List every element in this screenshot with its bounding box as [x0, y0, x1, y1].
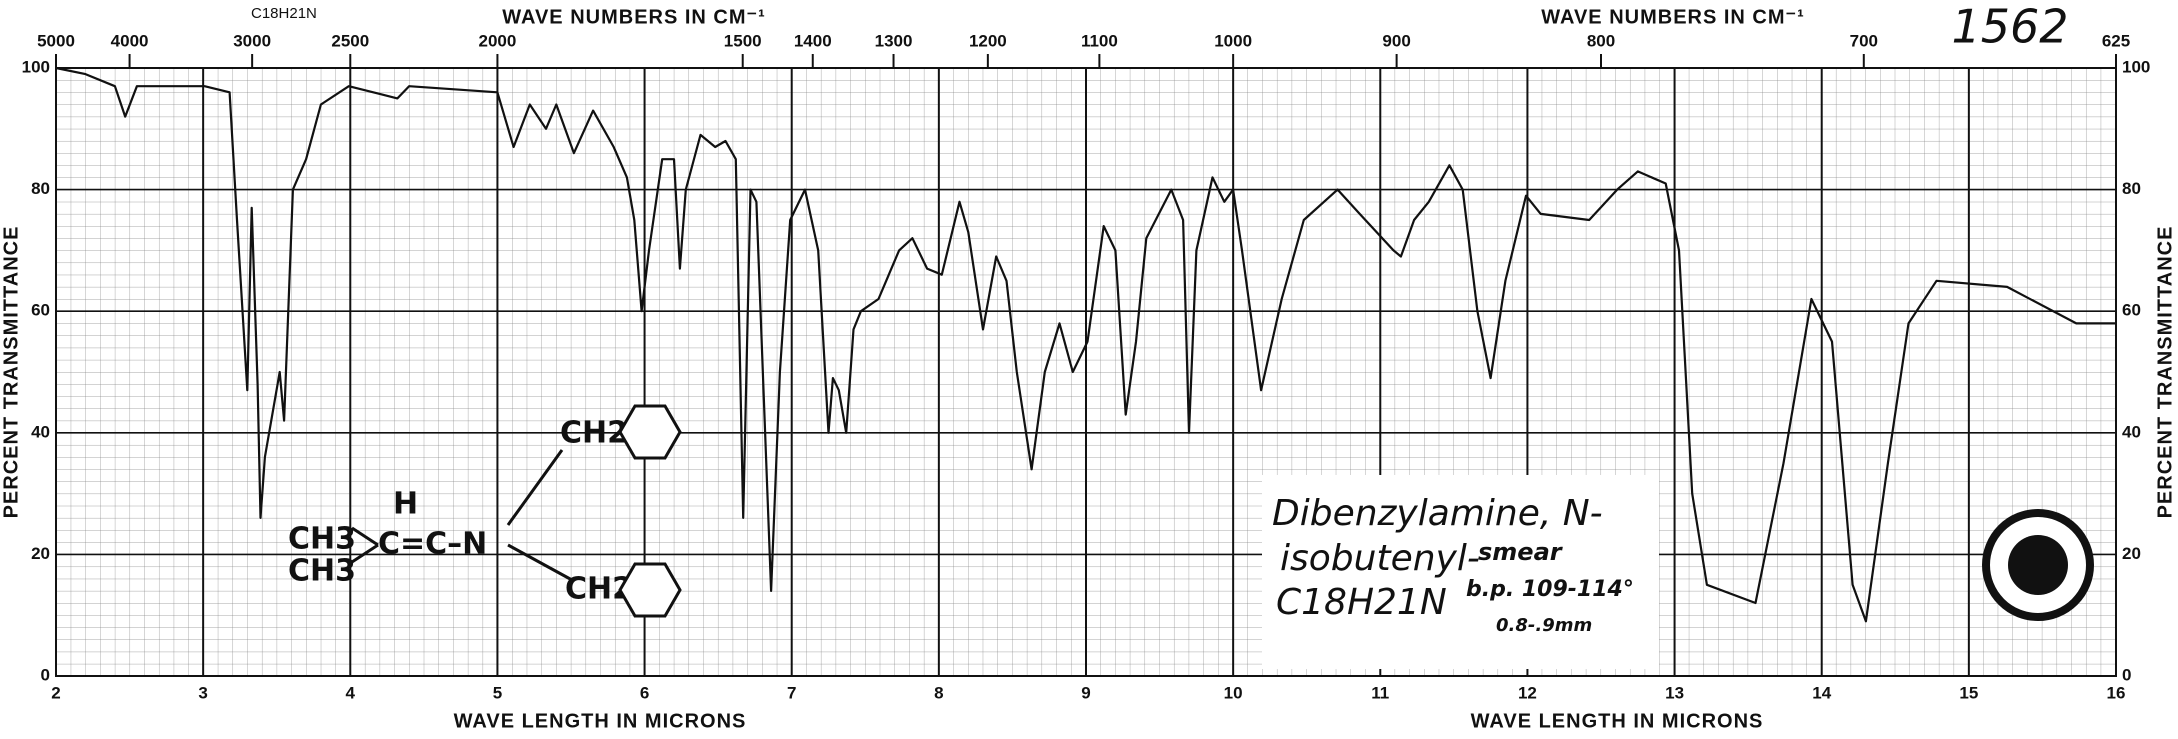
- formula-top: C18H21N: [251, 5, 317, 22]
- x2-tick-label: 4000: [111, 31, 149, 50]
- y-tick-label: 60: [2122, 301, 2141, 320]
- boiling-point: b.p. 109-114°: [1466, 577, 1634, 602]
- plot-frame: [55, 67, 2117, 677]
- logo: [2008, 535, 2068, 595]
- x-tick-label: 12: [1518, 683, 1537, 702]
- structure-label: C=C–N: [378, 527, 487, 562]
- x-tick-label: 3: [198, 683, 207, 702]
- y-tick-label: 100: [2122, 57, 2150, 76]
- y-tick-label: 100: [22, 57, 50, 76]
- y-tick-label: 80: [2122, 179, 2141, 198]
- x-tick-label: 2: [51, 683, 60, 702]
- x-title: WAVE LENGTH IN MICRONS: [454, 710, 747, 732]
- marks: [55, 66, 2116, 623]
- y-tick-label: 0: [41, 665, 50, 684]
- x2-tick-label: 1000: [1214, 31, 1252, 50]
- x2-tick-label: 1100: [1081, 31, 1118, 50]
- y-tick-label: 40: [2122, 422, 2141, 441]
- x-tick-label: 11: [1371, 683, 1389, 702]
- structure: CH3 CH3 H C=C–N CH2 CH2: [288, 404, 682, 618]
- x2-tick-label: 625: [2102, 31, 2130, 50]
- x2-tick-label: 800: [1587, 31, 1615, 50]
- x2-tick-label: 900: [1382, 31, 1410, 50]
- x2-tick-label: 3000: [233, 31, 271, 50]
- x-tick-label: 16: [2107, 683, 2126, 702]
- benzene-ring: [618, 404, 682, 460]
- x2-tick-label: 1500: [724, 31, 762, 50]
- label-card: [1262, 475, 1659, 669]
- spectrum-line: [55, 66, 2116, 623]
- y-tick-label: 20: [31, 544, 50, 563]
- x2-tick-label: 5000: [37, 31, 75, 50]
- x-top-title: WAVE NUMBERS IN CM⁻¹: [502, 6, 766, 28]
- structure-label: CH2: [560, 416, 628, 451]
- structure-label: H: [393, 487, 418, 522]
- pressure: 0.8-.9mm: [1496, 615, 1592, 636]
- structure-label: CH3: [288, 554, 356, 589]
- compound-formula: C18H21N: [1276, 582, 1447, 623]
- x-tick-label: 4: [346, 683, 356, 702]
- x-tick-label: 8: [934, 683, 943, 702]
- x-top-title: WAVE NUMBERS IN CM⁻¹: [1541, 6, 1805, 28]
- x-tick-label: 9: [1081, 683, 1090, 702]
- y-tick-label: 20: [2122, 544, 2141, 563]
- x-tick-label: 6: [640, 683, 649, 702]
- x2-tick-label: 700: [1850, 31, 1878, 50]
- x2-tick-label: 1400: [794, 31, 832, 50]
- y-tick-label: 60: [31, 301, 50, 320]
- x-tick-label: 15: [1959, 683, 1978, 702]
- x-tick-label: 14: [1812, 683, 1831, 702]
- benzene-ring: [618, 562, 682, 618]
- x-tick-label: 10: [1224, 683, 1243, 702]
- y-title: PERCENT TRANSMITTANCE: [0, 226, 22, 519]
- y-tick-label: 0: [2122, 665, 2131, 684]
- y-tick-label: 80: [31, 179, 50, 198]
- structure-label: CH3: [288, 522, 356, 557]
- x-tick-label: 7: [787, 683, 796, 702]
- sample-note: smear: [1478, 538, 1564, 566]
- x-tick-label: 13: [1665, 683, 1684, 702]
- x2-tick-label: 2500: [331, 31, 369, 50]
- compound-name: isobutenyl-: [1280, 538, 1480, 579]
- x-tick-label: 5: [493, 683, 502, 702]
- x-title: WAVE LENGTH IN MICRONS: [1471, 710, 1764, 732]
- x2-tick-label: 1300: [875, 31, 913, 50]
- x2-tick-label: 1200: [969, 31, 1007, 50]
- y-tick-label: 40: [31, 422, 50, 441]
- y-title: PERCENT TRANSMITTANCE: [2154, 226, 2176, 519]
- bond: [351, 449, 573, 582]
- x2-tick-label: 2000: [479, 31, 517, 50]
- compound-name: Dibenzylamine, N-: [1272, 493, 1603, 534]
- catalog-number: 1562: [1951, 0, 2068, 54]
